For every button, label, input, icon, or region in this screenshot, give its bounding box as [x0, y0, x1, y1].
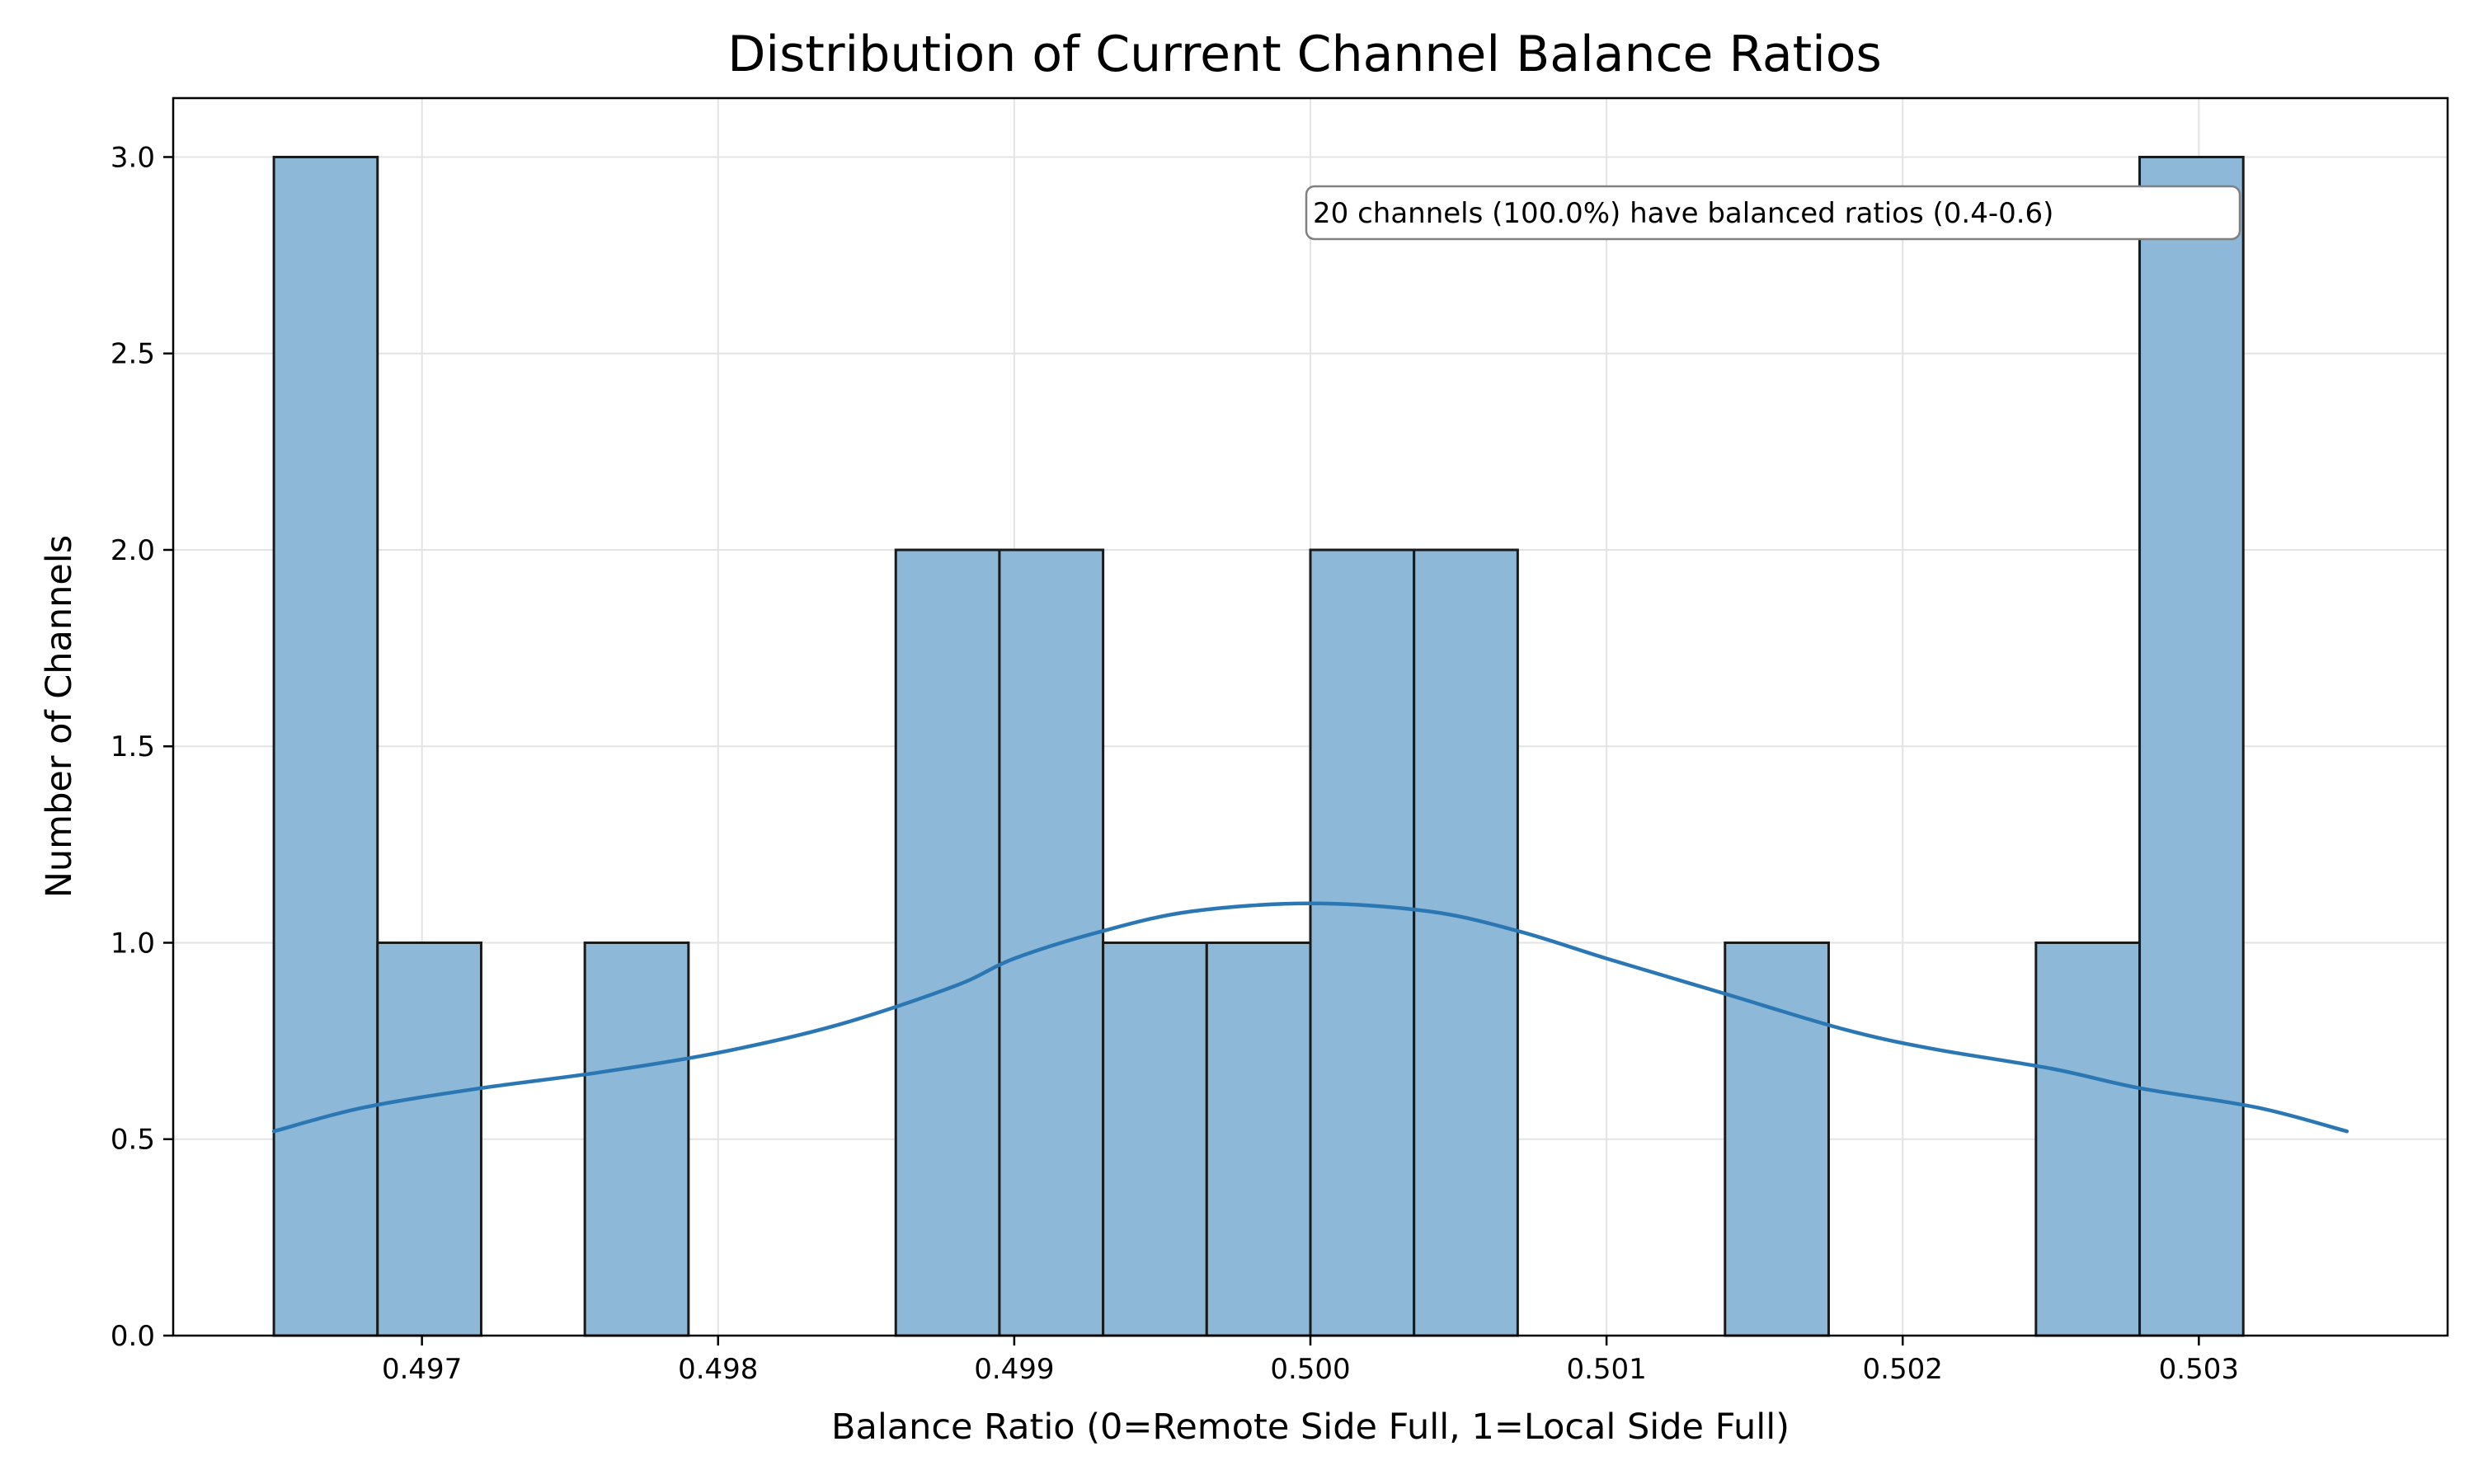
- histogram-bar-6: [894, 548, 1001, 1337]
- y-axis-ticks: 0.0 0.5 1.0 1.5 2.0 2.5 3.0: [111, 141, 173, 1353]
- y-tick-label-3: 1.5: [111, 730, 155, 763]
- kde-curve-group: [271, 901, 2349, 1134]
- y-tick-label-4: 2.0: [111, 534, 155, 567]
- y-tick-label-5: 2.5: [111, 338, 155, 371]
- histogram-bar-8: [1102, 941, 1208, 1337]
- y-tick-label-0: 0.0: [111, 1320, 155, 1353]
- kde-line: [271, 901, 2349, 1134]
- x-tick-label-6: 0.503: [2159, 1353, 2239, 1386]
- x-tick-label-1: 0.498: [678, 1353, 758, 1386]
- histogram-bar-17: [2034, 941, 2142, 1337]
- x-tick-label-4: 0.501: [1566, 1353, 1646, 1386]
- histogram-bar-1: [376, 941, 482, 1337]
- annotation-box: 20 channels (100.0%) have balanced ratio…: [1305, 185, 2241, 241]
- x-tick-label-0: 0.497: [382, 1353, 462, 1386]
- y-tick-label-2: 1.0: [111, 927, 155, 960]
- x-axis-ticks: 0.497 0.498 0.499 0.500 0.501 0.502 0.503: [382, 1336, 2239, 1386]
- histogram-bar-14: [1724, 941, 1830, 1337]
- annotation-frame: [1305, 185, 2241, 241]
- histogram-bar-0: [272, 155, 379, 1337]
- x-tick-label-2: 0.499: [974, 1353, 1054, 1386]
- x-axis-label: Balance Ratio (0=Remote Side Full, 1=Loc…: [831, 1407, 1790, 1448]
- histogram-bar-18: [2138, 155, 2245, 1337]
- histogram-bar-3: [583, 941, 690, 1337]
- histogram-bar-10: [1309, 548, 1416, 1337]
- histogram-bar-11: [1413, 548, 1519, 1337]
- y-tick-label-1: 0.5: [111, 1124, 155, 1157]
- chart-title: Distribution of Current Channel Balance …: [727, 26, 1882, 83]
- histogram-bar-7: [998, 548, 1105, 1337]
- y-axis-label: Number of Channels: [39, 535, 80, 898]
- y-tick-label-6: 3.0: [111, 141, 155, 174]
- annotation-text: 20 channels (100.0%) have balanced ratio…: [1313, 197, 2053, 230]
- x-tick-label-5: 0.502: [1863, 1353, 1943, 1386]
- histogram-bar-9: [1205, 941, 1312, 1337]
- histogram-bars: [272, 155, 2245, 1337]
- x-tick-label-3: 0.500: [1270, 1353, 1350, 1386]
